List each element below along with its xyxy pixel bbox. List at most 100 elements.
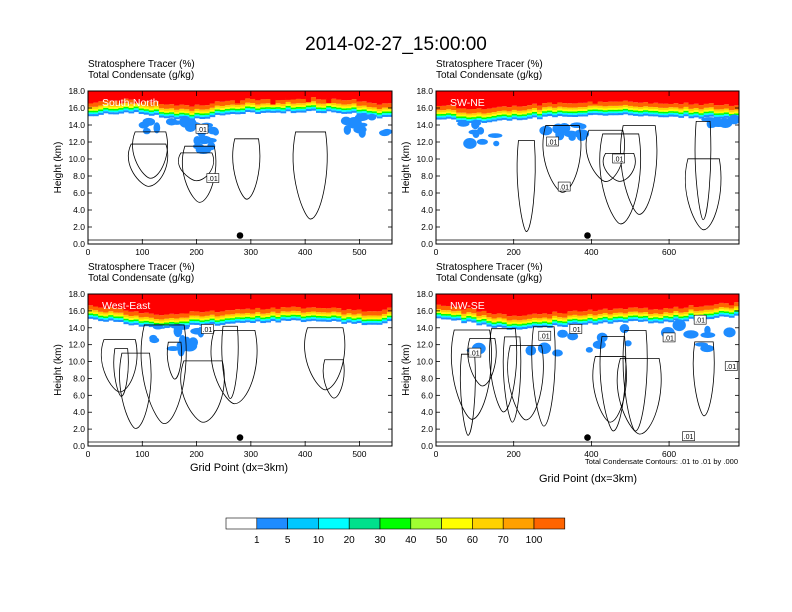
tracer-band-cell — [194, 108, 201, 112]
tracer-band-cell — [643, 294, 649, 308]
tracer-band-cell — [103, 316, 109, 318]
tracer-band-cell — [133, 322, 140, 325]
tracer-band-cell — [209, 314, 216, 317]
tracer-band-cell — [113, 318, 119, 320]
tracer-band-cell — [240, 309, 246, 314]
tracer-max-cell — [486, 294, 493, 300]
x-tick-label: 200 — [507, 247, 521, 257]
tracer-band-cell — [143, 112, 150, 115]
tracer-band-cell — [184, 109, 190, 112]
tracer-band-cell — [194, 311, 201, 316]
tracer-band-cell — [511, 105, 518, 110]
tracer-band-cell — [466, 109, 472, 114]
tracer-band-cell — [158, 104, 165, 109]
tracer-band-cell — [331, 294, 337, 308]
tracer-band-cell — [622, 100, 629, 105]
tracer-band-cell — [612, 320, 619, 323]
tracer-band-cell — [290, 105, 297, 108]
tracer-max-cell — [250, 91, 256, 99]
tracer-band-cell — [451, 113, 457, 116]
tracer-band-cell — [516, 116, 523, 119]
y-axis-label: Height (km) — [401, 344, 412, 396]
tracer-band-cell — [229, 108, 236, 111]
tracer-band-cell — [461, 116, 467, 119]
tracer-max-cell — [118, 91, 125, 103]
tracer-band-cell — [381, 309, 388, 314]
tracer-band-cell — [153, 112, 160, 115]
tracer-band-cell — [260, 317, 266, 320]
tracer-low-patch — [142, 117, 156, 126]
tracer-band-cell — [597, 319, 604, 322]
tracer-band-cell — [718, 310, 725, 313]
tracer-band-cell — [718, 113, 725, 115]
tracer-band-cell — [174, 117, 180, 120]
x-tick-label: 300 — [244, 247, 258, 257]
tracer-band-cell — [542, 294, 548, 314]
tracer-low-patch — [474, 121, 482, 126]
tracer-band-cell — [229, 318, 236, 320]
tracer-band-cell — [189, 110, 195, 114]
tracer-band-cell — [386, 109, 392, 112]
tracer-band-cell — [713, 310, 720, 313]
tracer-band-cell — [678, 104, 685, 109]
tracer-band-cell — [234, 104, 241, 108]
tracer-band-cell — [341, 321, 347, 324]
tracer-band-cell — [341, 294, 347, 311]
tracer-band-cell — [209, 294, 216, 311]
tracer-band-cell — [326, 312, 332, 315]
tracer-band-cell — [300, 314, 307, 317]
tracer-max-cell — [255, 294, 261, 305]
tracer-band-cell — [371, 311, 378, 316]
tracer-band-cell — [316, 105, 322, 108]
tracer-band-cell — [214, 294, 221, 313]
tracer-band-cell — [673, 114, 679, 117]
tracer-band-cell — [164, 108, 170, 111]
tracer-band-cell — [683, 294, 690, 308]
tracer-band-cell — [331, 315, 337, 318]
tracer-band-cell — [577, 321, 584, 323]
colorbar-box — [441, 517, 473, 530]
tracer-band-cell — [148, 313, 155, 318]
tracer-band-cell — [103, 109, 109, 112]
tracer-band-cell — [265, 316, 271, 319]
tracer-band-cell — [653, 107, 659, 110]
tracer-band-cell — [728, 105, 735, 111]
tracer-band-cell — [557, 106, 563, 109]
tracer-band-cell — [331, 98, 337, 104]
tracer-band-cell — [331, 307, 337, 312]
tracer-band-cell — [285, 109, 292, 112]
tracer-band-cell — [557, 113, 563, 117]
tracer-band-cell — [703, 309, 710, 312]
tracer-band-cell — [386, 307, 392, 312]
tracer-band-cell — [164, 325, 170, 329]
tracer-band-cell — [577, 110, 584, 113]
tracer-band-cell — [547, 320, 553, 323]
tracer-band-cell — [552, 315, 558, 319]
tracer-band-cell — [698, 294, 705, 307]
tracer-band-cell — [582, 315, 589, 318]
tracer-band-cell — [265, 294, 271, 309]
tracer-band-cell — [602, 102, 609, 107]
tracer-band-cell — [381, 317, 388, 320]
tracer-band-cell — [113, 107, 119, 109]
tracer-band-cell — [668, 103, 674, 108]
tracer-band-cell — [516, 110, 523, 113]
tracer-max-cell — [607, 294, 614, 301]
tracer-band-cell — [164, 294, 170, 315]
tracer-band-cell — [713, 91, 720, 106]
tracer-band-cell — [648, 319, 654, 322]
tracer-band-cell — [153, 314, 160, 320]
tracer-band-cell — [98, 105, 104, 108]
tracer-band-cell — [184, 114, 190, 117]
tracer-max-cell — [305, 294, 312, 304]
tracer-band-cell — [361, 319, 368, 322]
contour-label-box — [546, 136, 559, 147]
tracer-band-cell — [668, 320, 674, 323]
tracer-band-cell — [486, 324, 493, 327]
tracer-band-cell — [678, 110, 685, 113]
tracer-band-cell — [521, 91, 528, 107]
tracer-band-cell — [316, 307, 322, 313]
tracer-band-cell — [310, 101, 317, 104]
tracer-band-cell — [547, 110, 553, 113]
